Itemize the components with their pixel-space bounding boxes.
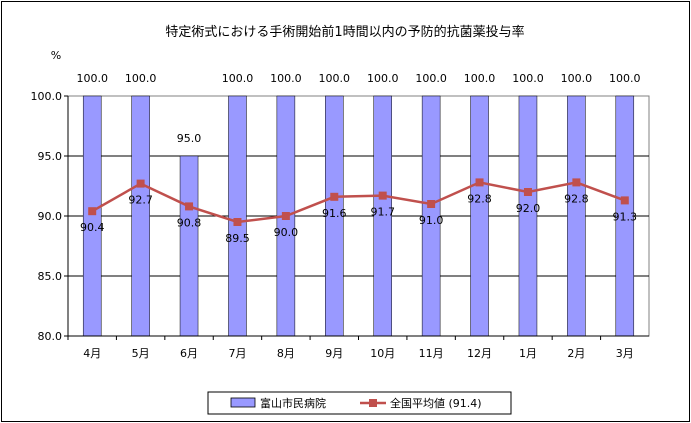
- line-data-label: 91.7: [370, 206, 395, 219]
- y-tick-label: 85.0: [38, 270, 63, 283]
- grid-lines: [68, 155, 649, 277]
- bar-data-label: 100.0: [512, 72, 544, 85]
- bar: [179, 155, 199, 337]
- line-data-label: 92.8: [564, 192, 589, 205]
- y-axis-ticks: 100.0 95.0 90.0 85.0 80.0: [31, 90, 68, 343]
- line-data-label: 92.7: [128, 194, 153, 207]
- bar-data-label: 100.0: [415, 72, 447, 85]
- bar-series: [82, 95, 635, 337]
- line-data-label: 90.8: [177, 216, 202, 229]
- line-data-label: 92.8: [467, 192, 492, 205]
- line-point: [523, 188, 532, 196]
- bar: [82, 95, 102, 337]
- line-data-label: 91.0: [419, 214, 444, 227]
- y-tick-label: 80.0: [38, 330, 63, 343]
- bar-data-label: 95.0: [177, 132, 202, 145]
- bar-data-label: 100.0: [125, 72, 157, 85]
- x-tick-label: 4月: [83, 347, 101, 360]
- legend-bar-label: 富山市民病院: [260, 396, 326, 410]
- y-tick-label: 100.0: [31, 90, 63, 103]
- x-tick-label: 10月: [370, 347, 395, 360]
- line-point: [620, 196, 629, 205]
- legend-bar-swatch: [230, 397, 256, 408]
- x-tick-label: 11月: [419, 347, 444, 360]
- line-point: [475, 178, 484, 187]
- line-data-label: 90.4: [80, 221, 105, 234]
- bar-data-label: 100.0: [609, 72, 641, 85]
- line-point: [233, 218, 242, 226]
- line-point: [281, 212, 290, 220]
- x-tick-label: 7月: [228, 347, 246, 360]
- line-data-label: 91.3: [613, 210, 638, 223]
- bar-data-label: 100.0: [270, 72, 302, 85]
- line-data-label: 92.0: [516, 202, 541, 215]
- x-axis-ticks: 4月 5月 6月 7月 8月 9月 10月 11月 12月 1月 2月 3月: [67, 96, 649, 360]
- line-point: [378, 191, 387, 200]
- line-point: [427, 200, 436, 208]
- line-data-label: 91.6: [322, 207, 347, 220]
- bar-data-labels: 100.0 100.0 95.0 100.0 100.0 100.0 100.0 100.0 1…: [76, 72, 640, 145]
- line-data-labels: 90.4 92.7 90.8 89.5 90.0 91.6 91.7 91.0 92.8 92.0…: [80, 192, 637, 245]
- line-point: [572, 178, 581, 187]
- x-tick-label: 8月: [277, 347, 295, 360]
- line-data-label: 89.5: [225, 232, 250, 245]
- x-tick-label: 12月: [467, 347, 492, 360]
- bar: [518, 95, 538, 337]
- bar-data-label: 100.0: [561, 72, 593, 85]
- line-point: [185, 202, 194, 211]
- x-tick-label: 9月: [325, 347, 343, 360]
- y-axis-unit: %: [51, 49, 61, 62]
- line-point: [88, 207, 97, 216]
- bar-data-label: 100.0: [222, 72, 254, 85]
- x-tick-label: 3月: [616, 347, 634, 360]
- bar-data-label: 100.0: [464, 72, 496, 85]
- legend-line-label: 全国平均値 (91.4): [390, 396, 482, 410]
- line-series: [88, 178, 629, 226]
- x-tick-label: 5月: [132, 347, 150, 360]
- bar-data-label: 100.0: [319, 72, 351, 85]
- line-point: [136, 179, 145, 188]
- bar: [228, 95, 247, 337]
- bar: [567, 95, 586, 337]
- bar-data-label: 100.0: [367, 72, 399, 85]
- x-tick-label: 6月: [180, 347, 198, 360]
- x-tick-label: 2月: [567, 347, 585, 360]
- legend-box: [207, 391, 512, 415]
- bar-data-label: 100.0: [76, 72, 108, 85]
- y-tick-label: 90.0: [38, 210, 63, 223]
- line-data-label: 90.0: [274, 226, 299, 239]
- line-path: [91, 181, 626, 224]
- bar: [131, 95, 150, 337]
- legend: 富山市民病院 全国平均値 (91.4): [207, 391, 512, 415]
- legend-line-marker: [369, 399, 377, 407]
- bar: [470, 95, 489, 337]
- y-tick-label: 95.0: [38, 150, 63, 163]
- line-point: [330, 192, 339, 201]
- x-tick-label: 1月: [519, 347, 537, 360]
- chart-title: 特定術式における手術開始前1時間以内の予防的抗菌薬投与率: [165, 24, 524, 40]
